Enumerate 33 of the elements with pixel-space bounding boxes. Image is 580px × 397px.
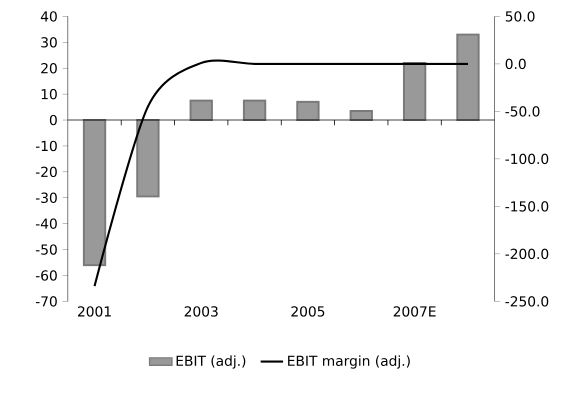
x-tick-label: 2007E <box>394 306 436 317</box>
y2-tick-label: -150.0 <box>505 201 548 212</box>
bar <box>402 62 426 122</box>
x-tick-label: 2001 <box>78 306 111 317</box>
y-tick-label: -30 <box>36 192 57 203</box>
x-tick-label: 2003 <box>184 306 218 317</box>
y-tick-label: 20 <box>41 63 57 74</box>
x-tick-label: 2005 <box>291 306 324 317</box>
y-tick-label: 0 <box>50 114 57 126</box>
bar <box>242 100 266 122</box>
y-tick-label: -40 <box>36 218 57 229</box>
y2-tick-label: 50.0 <box>506 11 535 22</box>
y-tick-label: 10 <box>42 88 57 100</box>
y-tick-label: 30 <box>41 37 57 48</box>
legend-label: EBIT (adj.) <box>176 355 246 369</box>
y2-tick-label: -50.0 <box>505 106 540 117</box>
legend-label: EBIT margin (adj.) <box>288 355 410 369</box>
y2-tick-label: -200.0 <box>505 248 548 260</box>
y2-tick-label: 0.0 <box>506 58 526 70</box>
bar <box>456 34 480 122</box>
y2-tick-label: -100.0 <box>505 154 548 164</box>
bar <box>350 110 373 122</box>
bar <box>190 100 213 122</box>
y-tick-label: -70 <box>36 296 57 307</box>
bar <box>82 119 106 266</box>
y-tick-label: 40 <box>40 11 57 22</box>
bar <box>296 100 320 122</box>
y-tick-label: -20 <box>36 166 57 178</box>
y-tick-label: -60 <box>36 270 57 281</box>
y2-tick-label: -250.0 <box>505 296 548 307</box>
y-tick-label: -50 <box>36 244 57 255</box>
bar <box>136 119 160 198</box>
y-tick-label: -10 <box>36 140 57 152</box>
